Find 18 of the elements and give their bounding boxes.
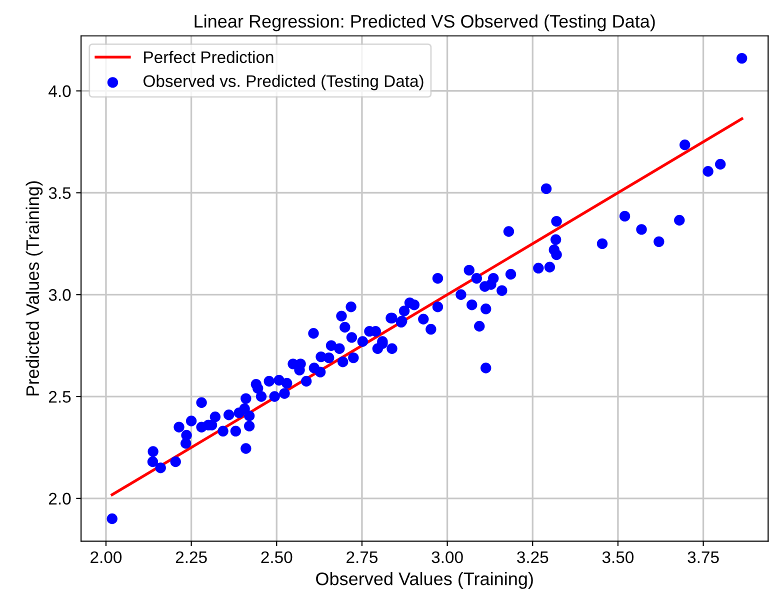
x-tick-label: 3.75: [688, 551, 719, 564]
x-tick-label: 3.00: [432, 551, 463, 564]
x-tick-label: 3.25: [517, 551, 548, 564]
legend-label: Observed vs. Predicted (Testing Data): [144, 74, 424, 90]
y-tick-label: 2.5: [49, 390, 71, 403]
x-tick-label: 2.00: [90, 551, 122, 564]
x-tick-label: 3.50: [602, 551, 634, 564]
y-tick-label: 3.5: [48, 187, 71, 199]
y-tick-label: 3.0: [48, 289, 71, 301]
y-tick-label: 2.0: [49, 492, 71, 505]
x-tick-label: 2.50: [261, 551, 292, 564]
x-tick-label: 2.25: [176, 551, 207, 564]
x-axis-title: Observed Values (Training): [316, 572, 533, 589]
x-tick-label: 2.75: [346, 551, 378, 564]
legend-label: Perfect Prediction: [144, 50, 274, 64]
y-tick-label: 4.0: [48, 85, 71, 98]
y-axis-title: Predicted Values (Training): [26, 181, 43, 396]
chart-title: Linear Regression: Predicted VS Observed (Testing Data): [194, 14, 655, 32]
